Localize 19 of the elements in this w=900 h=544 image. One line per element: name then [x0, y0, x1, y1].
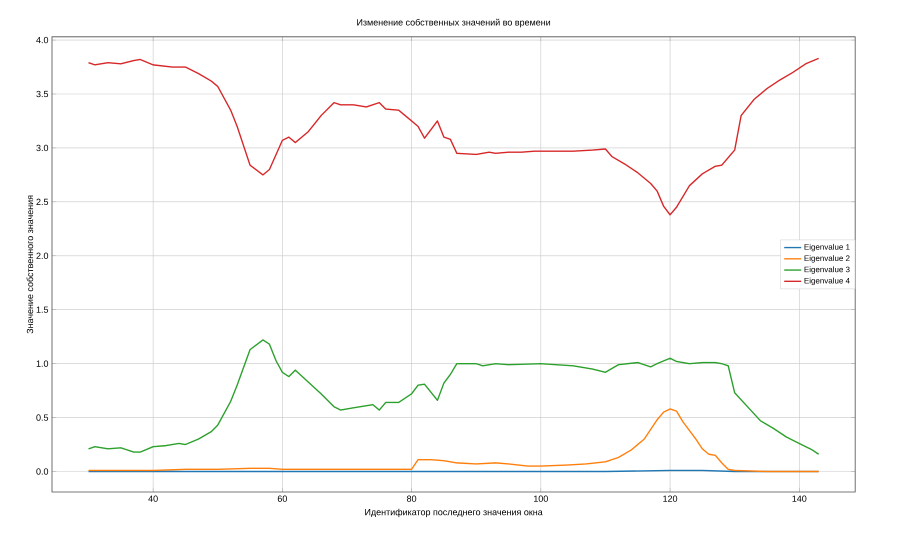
x-tick-label: 140	[792, 496, 806, 502]
x-tick-label: 100	[534, 496, 548, 502]
x-tick-label: 60	[278, 496, 287, 502]
y-tick-label: 4.0	[36, 36, 48, 44]
y-tick-label: 3.5	[36, 90, 48, 98]
y-axis-title: Значение собственного значения	[26, 196, 34, 334]
x-tick-label: 40	[148, 496, 158, 502]
x-tick-label: 120	[663, 496, 678, 502]
y-tick-label: 2.0	[36, 252, 48, 259]
line-series	[88, 339, 820, 455]
y-tick-label: 3.0	[36, 144, 48, 152]
x-tick-label: 80	[406, 496, 416, 502]
y-tick-label: 2.5	[36, 198, 48, 206]
y-tick-label: 1.0	[36, 360, 48, 367]
y-tick-label: 0.5	[36, 414, 48, 421]
x-axis-title: Идентификатор последнего значения окна	[365, 508, 543, 518]
y-tick-label: 0.0	[36, 468, 48, 475]
y-tick-label: 1.5	[36, 306, 48, 313]
chart-title: Изменение собственных значений во времени	[357, 18, 550, 28]
